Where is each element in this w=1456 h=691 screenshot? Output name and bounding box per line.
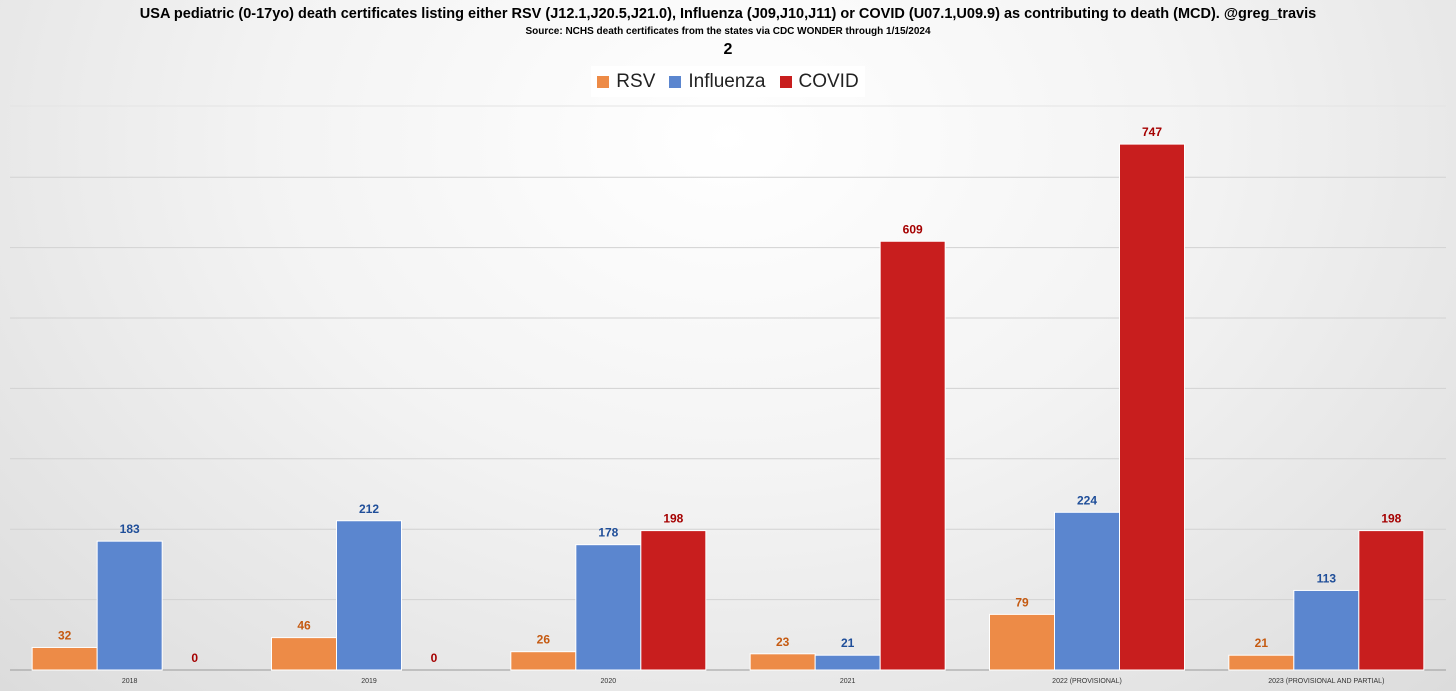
legend-swatch-rsv — [597, 75, 610, 88]
legend-item-influenza: Influenza — [669, 70, 766, 93]
bar-covid — [879, 240, 946, 671]
data-label-rsv: 21 — [1255, 636, 1269, 650]
data-label-influenza: 212 — [359, 502, 379, 516]
data-label-influenza: 21 — [841, 636, 855, 650]
bar-covid — [1119, 143, 1185, 671]
data-label-rsv: 46 — [297, 619, 311, 633]
bar-influenza — [814, 654, 881, 671]
data-label-covid: 0 — [431, 651, 438, 665]
legend-item-covid: COVID — [779, 70, 859, 93]
x-tick-label: 2019 — [361, 678, 377, 685]
bar-covid — [1358, 530, 1425, 671]
data-label-covid: 609 — [903, 222, 923, 236]
bar-influenza — [575, 544, 642, 671]
x-tick-label: 2020 — [601, 678, 617, 685]
chart-title: USA pediatric (0-17yo) death certificate… — [139, 6, 1317, 22]
data-label-rsv: 32 — [58, 628, 72, 642]
x-tick-label: 2021 — [840, 678, 856, 685]
bar-rsv — [749, 653, 816, 671]
legend-swatch-influenza — [669, 75, 682, 88]
legend-label-covid: COVID — [798, 70, 859, 92]
legend-swatch-covid — [779, 75, 792, 88]
legend-label-rsv: RSV — [616, 70, 656, 92]
bar-influenza — [1054, 511, 1120, 671]
data-label-rsv: 79 — [1015, 595, 1029, 609]
page-number: 2 — [723, 41, 733, 58]
data-label-influenza: 224 — [1077, 493, 1097, 507]
x-tick-label: 2022 (PROVISIONAL) — [1052, 678, 1122, 685]
data-label-rsv: 26 — [537, 633, 551, 647]
bar-rsv — [31, 646, 98, 671]
data-label-covid: 747 — [1142, 125, 1162, 139]
bar-influenza — [336, 520, 402, 671]
data-label-covid: 0 — [191, 651, 198, 665]
data-label-covid: 198 — [663, 512, 683, 526]
bar-rsv — [989, 613, 1055, 671]
legend-item-rsv: RSV — [597, 71, 655, 93]
chart-legend: RSV Influenza COVID — [591, 66, 865, 97]
bar-influenza — [96, 540, 163, 671]
data-label-influenza: 113 — [1317, 571, 1337, 585]
data-label-influenza: 178 — [598, 526, 618, 540]
data-label-covid: 198 — [1381, 512, 1401, 526]
bar-rsv — [510, 651, 577, 671]
chart-subtitle: Source: NCHS death certificates from the… — [525, 26, 931, 37]
bar-rsv — [271, 637, 337, 671]
bar-covid — [640, 530, 707, 671]
legend-label-influenza: Influenza — [688, 70, 766, 92]
bar-influenza — [1293, 589, 1360, 671]
x-tick-label: 2018 — [122, 678, 138, 685]
data-label-influenza: 183 — [120, 522, 140, 536]
x-tick-label: 2023 (PROVISIONAL AND PARTIAL) — [1268, 678, 1384, 685]
bar-rsv — [1228, 654, 1295, 671]
data-label-rsv: 23 — [776, 635, 790, 649]
